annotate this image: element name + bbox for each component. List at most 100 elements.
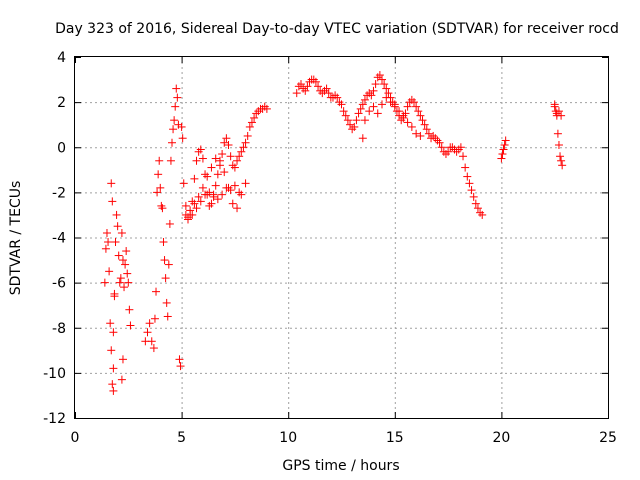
data-point [205,188,214,197]
data-point [104,238,113,247]
data-point [102,228,111,237]
data-point [380,80,389,89]
data-point [111,238,120,247]
data-point [556,152,565,161]
data-point [147,337,156,346]
data-point [126,321,135,330]
data-point [369,86,378,95]
data-point [378,75,387,84]
data-point [166,156,175,165]
data-point [299,84,308,93]
data-point [369,102,378,111]
data-point [239,143,248,152]
data-point [429,131,438,140]
x-tick-label: 5 [177,430,186,446]
data-point [117,228,126,237]
data-point [459,152,468,161]
data-point [335,98,344,107]
data-point [207,199,216,208]
data-point [367,91,376,100]
data-point [352,116,361,125]
data-point [201,190,210,199]
data-point [390,100,399,109]
data-point [292,89,301,98]
data-point [171,102,180,111]
data-point [115,278,124,287]
data-point [403,102,412,111]
data-point [358,100,367,109]
data-point [158,204,167,213]
data-point [176,362,185,371]
data-point [444,147,453,156]
data-point [499,145,508,154]
data-point [168,138,177,147]
data-point [465,179,474,188]
data-point [311,77,320,86]
data-point [553,129,562,138]
x-tick-label: 0 [71,430,80,446]
data-point [373,109,382,118]
data-point [117,375,126,384]
data-point [162,298,171,307]
data-point [373,73,382,82]
data-point [365,107,374,116]
data-point [108,197,117,206]
data-point [198,154,207,163]
data-point [399,111,408,120]
data-point [497,154,506,163]
data-point [314,82,323,91]
chart-title: Day 323 of 2016, Sidereal Day-to-day VTE… [55,21,619,37]
data-point [215,156,224,165]
data-point [203,172,212,181]
data-point [403,118,412,127]
data-point [222,134,231,143]
data-point [235,152,244,161]
data-point [397,116,406,125]
data-point [435,138,444,147]
data-point [161,274,170,283]
data-point [296,80,305,89]
data-point [557,156,566,165]
data-point [218,150,227,159]
data-point [118,355,127,364]
data-point [175,355,184,364]
data-point [456,143,465,152]
data-point [554,140,563,149]
plot-frame [74,56,609,419]
y-tick-label: -4 [52,231,66,247]
data-point [106,319,115,328]
data-point [550,102,559,111]
data-point [448,143,457,152]
data-point [386,98,395,107]
data-point [241,179,250,188]
data-point [382,84,391,93]
data-point [213,170,222,179]
data-point [190,199,199,208]
data-point [163,312,172,321]
data-point [498,150,507,159]
data-point [358,134,367,143]
data-point [431,134,440,143]
data-point [122,247,131,256]
data-point [213,195,222,204]
data-point [165,219,174,228]
data-point [467,186,476,195]
data-point [441,150,450,159]
data-point [230,181,239,190]
data-point [109,386,118,395]
data-point [220,138,229,147]
data-point [150,314,159,323]
data-point [237,147,246,156]
data-point [333,93,342,102]
data-point [407,122,416,131]
data-point [192,156,201,165]
data-point [401,109,410,118]
data-point [173,93,182,102]
data-point [375,71,384,80]
data-point [114,251,123,260]
data-point [378,100,387,109]
data-point [211,154,220,163]
data-point [178,134,187,143]
data-point [471,199,480,208]
y-tick-label: 4 [57,50,66,66]
